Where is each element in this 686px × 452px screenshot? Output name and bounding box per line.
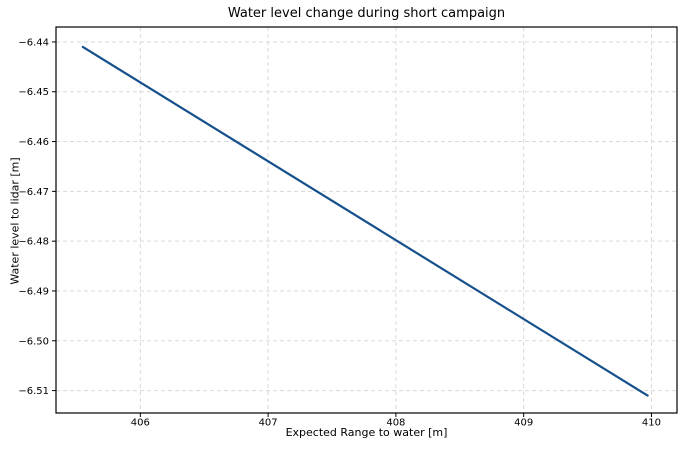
x-tick-label: 406 [131,418,150,429]
x-tick-label: 407 [259,418,278,429]
y-tick-label: −6.47 [18,187,49,198]
x-tick-label: 408 [386,418,405,429]
chart-title: Water level change during short campaign [227,6,506,21]
y-tick-label: −6.50 [18,336,49,347]
y-tick-label: −6.44 [18,37,49,48]
y-tick-label: −6.46 [18,137,49,148]
x-tick-label: 410 [642,418,661,429]
y-axis-label: Water level to lidar [m] [8,157,22,285]
data-line [81,45,649,397]
y-tick-label: −6.48 [18,237,49,248]
x-axis-label: Expected Range to water [m] [285,426,448,439]
y-tick-label: −6.45 [18,87,49,98]
y-tick-label: −6.51 [18,386,49,397]
axes-box [55,26,678,414]
y-tick-label: −6.49 [18,286,49,297]
x-tick-label: 409 [514,418,533,429]
